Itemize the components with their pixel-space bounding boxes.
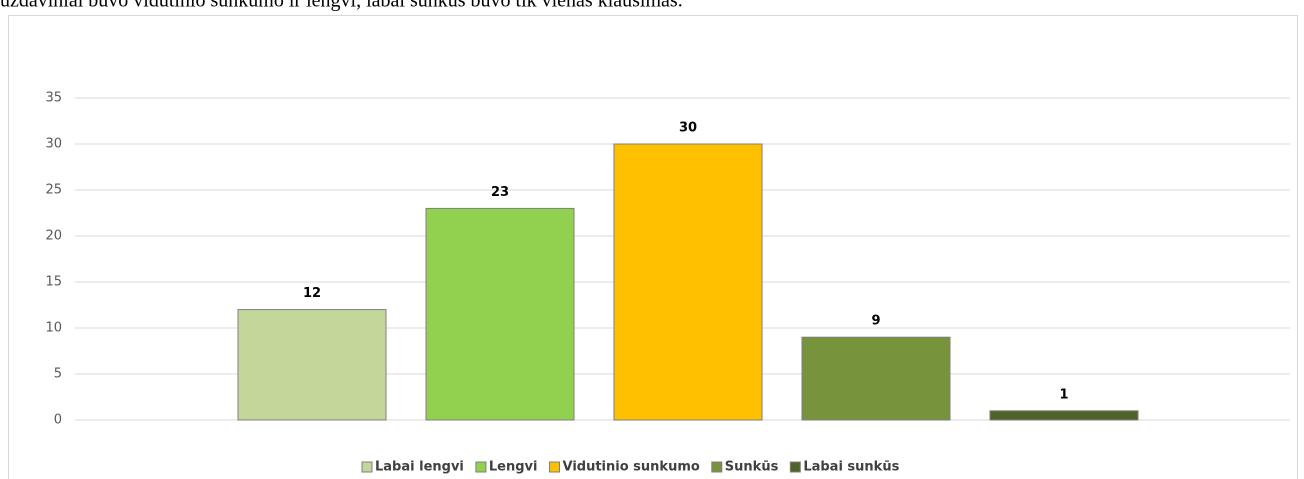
- legend-swatch: [361, 461, 373, 473]
- y-tick-label: 35: [45, 91, 62, 106]
- legend-label: Lengvi: [489, 460, 538, 475]
- bar: [989, 410, 1139, 421]
- y-tick-label: 25: [45, 183, 62, 198]
- legend-label: Vidutinio sunkumo: [562, 460, 699, 475]
- data-label: 12: [303, 286, 321, 301]
- bar: [425, 207, 575, 421]
- data-label: 30: [679, 121, 697, 136]
- legend-swatch: [711, 461, 723, 473]
- bar: [613, 143, 763, 421]
- legend-swatch: [475, 461, 487, 473]
- legend-label: Sunkūs: [725, 460, 779, 475]
- y-tick-label: 10: [45, 321, 62, 336]
- legend-swatch: [789, 461, 801, 473]
- legend-label: Labai lengvi: [375, 460, 464, 475]
- bar: [801, 336, 951, 421]
- y-tick-label: 5: [54, 367, 62, 382]
- caption: uždaviniai buvo vidutinio sunkumo ir len…: [0, 0, 683, 12]
- y-tick-label: 15: [45, 275, 62, 290]
- data-label: 9: [871, 314, 880, 329]
- y-tick-label: 30: [45, 137, 62, 152]
- data-label: 1: [1059, 387, 1068, 402]
- legend-label: Labai sunkūs: [803, 460, 899, 475]
- data-label: 23: [491, 185, 509, 200]
- legend-swatch: [548, 461, 560, 473]
- bar: [237, 309, 387, 421]
- y-tick-label: 0: [54, 413, 62, 428]
- y-tick-label: 20: [45, 229, 62, 244]
